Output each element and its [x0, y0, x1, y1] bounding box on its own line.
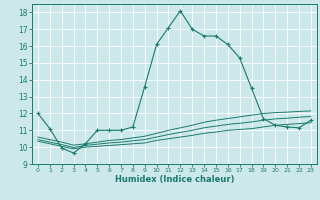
X-axis label: Humidex (Indice chaleur): Humidex (Indice chaleur)	[115, 175, 234, 184]
